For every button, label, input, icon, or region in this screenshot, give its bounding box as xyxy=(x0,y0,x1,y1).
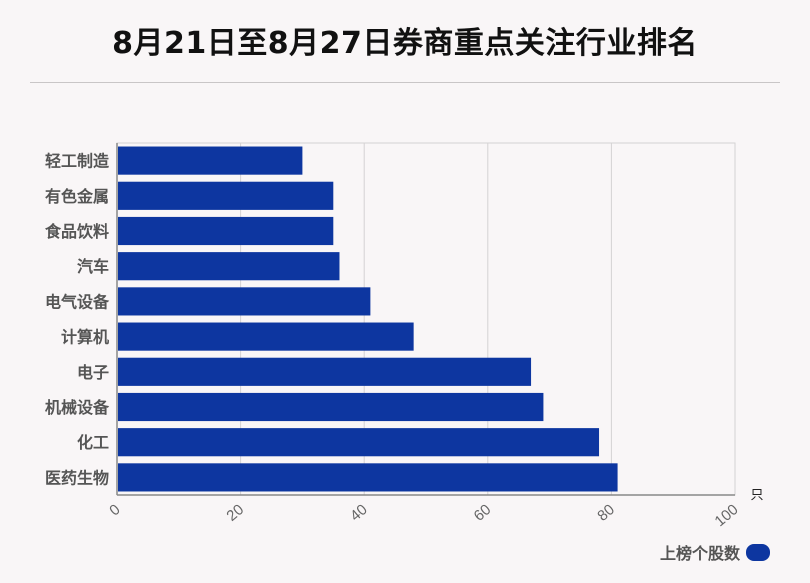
legend-swatch xyxy=(746,543,770,561)
bar xyxy=(118,322,414,351)
x-tick-label: 0 xyxy=(106,501,123,519)
bar xyxy=(118,428,600,457)
bar xyxy=(118,216,334,246)
y-category-label: 电气设备 xyxy=(45,292,110,311)
y-category-label: 电子 xyxy=(77,363,109,382)
bar xyxy=(118,463,618,492)
x-tick-label: 100 xyxy=(711,501,741,530)
x-tick-label: 60 xyxy=(471,501,495,525)
y-category-label: 轻工制造 xyxy=(45,152,110,171)
legend: 上榜个股数 xyxy=(660,540,770,564)
y-category-label: 食品饮料 xyxy=(44,222,109,241)
x-axis-unit: 只 xyxy=(750,488,763,503)
bar xyxy=(118,252,340,281)
y-category-label: 汽车 xyxy=(77,257,109,276)
bar xyxy=(118,146,303,175)
title-divider xyxy=(30,82,780,83)
chart-title: 8月21日至8月27日券商重点关注行业排名 xyxy=(112,26,698,61)
x-tick-label: 80 xyxy=(594,501,618,525)
bar xyxy=(118,181,334,210)
x-tick-label: 40 xyxy=(347,501,371,525)
legend-label: 上榜个股数 xyxy=(659,544,740,563)
bar xyxy=(118,392,544,422)
x-tick-label: 20 xyxy=(223,501,247,525)
y-category-label: 化工 xyxy=(77,433,109,452)
bar xyxy=(118,357,532,386)
bar xyxy=(118,287,371,316)
y-category-label: 有色金属 xyxy=(45,187,109,206)
y-category-label: 计算机 xyxy=(61,328,109,347)
y-category-label: 机械设备 xyxy=(45,398,110,417)
y-category-label: 医药生物 xyxy=(45,468,109,487)
